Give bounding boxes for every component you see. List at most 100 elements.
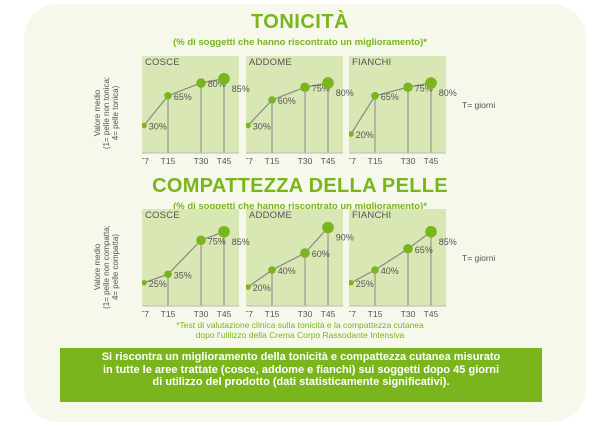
data-point [300,248,310,258]
x-tick-label: T30 [401,156,416,166]
data-label: 85% [232,84,250,94]
data-point [246,284,251,290]
x-tick-label: T15 [161,156,176,166]
data-label: 75% [208,236,226,246]
data-point [268,266,276,274]
chart-title: ADDOME [249,57,292,68]
x-tick-label: T45 [424,156,439,166]
x-tick-label: T30 [194,156,209,166]
data-point [164,91,172,100]
data-point [322,221,334,234]
data-label: 75% [312,83,330,93]
x-tick-label: T45 [217,309,232,319]
data-point [425,77,437,89]
data-point [164,270,172,279]
series-line [350,82,432,135]
data-label: 20% [356,130,374,140]
data-label: 80% [439,88,457,98]
x-tick-label: T30 [401,309,416,319]
tonicity-title: TONICITÀ [250,11,350,33]
chart-title: COSCE [145,210,180,221]
data-point [218,225,230,238]
x-tick-label: T7 [349,309,356,319]
data-point [196,235,206,246]
chart-panel-fianchi: FIANCHI [349,209,446,306]
data-label: 25% [356,279,374,289]
data-label: 85% [232,237,250,247]
line-chart: 20% T7 40% T15 60% T30 90% T45 [246,221,354,319]
chart-panel-cosce: COSCE [142,56,239,153]
compactness-title: COMPATTEZZA DELLA PELLE [152,175,448,197]
data-label: 90% [336,233,354,243]
data-label: 20% [253,283,271,293]
data-label: 65% [174,92,192,102]
chart-panel-cosce: COSCE [142,209,239,306]
time-note-tonicity: T= giorni [462,100,496,110]
x-tick-label: T7 [349,156,356,166]
data-label: 75% [415,83,433,93]
data-label: 65% [381,92,399,102]
data-point [371,91,379,100]
chart-title: ADDOME [249,210,292,221]
data-point [268,96,276,104]
chart-title: COSCE [145,57,180,68]
data-label: 85% [439,237,457,247]
x-tick-label: T15 [265,309,280,319]
series-line [247,227,329,288]
series-line [143,231,225,284]
line-chart: 30% T7 65% T15 80% T30 85% T45 [142,72,250,166]
data-point [349,131,354,137]
data-label: 40% [278,266,296,276]
data-label: 30% [253,122,271,132]
x-tick-label: T45 [217,156,232,166]
data-label: 80% [336,88,354,98]
y-axis-label-compactness: Valore medio (1= pelle non compatta; 4= pe… [93,225,120,309]
data-point [218,72,230,85]
data-point [246,122,251,129]
x-tick-label: T15 [161,309,176,319]
data-point [322,77,334,89]
chart-title: FIANCHI [352,210,392,221]
line-chart: 25% T7 35% T15 75% T30 85% T45 [142,225,250,319]
x-tick-label: T30 [194,309,209,319]
line-chart: 20% T7 65% T15 75% T30 80% T45 [349,77,457,166]
x-tick-label: T45 [321,156,336,166]
series-line [143,78,225,126]
chart-panel-addome: ADDOME [246,56,343,153]
data-label: 80% [208,79,226,89]
x-tick-label: T7 [142,309,149,319]
line-chart: 30% T7 60% T15 75% T30 80% T45 [246,77,354,166]
series-line [247,82,329,126]
data-point [349,279,354,286]
data-point [371,266,379,274]
tonicity-subtitle: (% di soggetti che hanno riscontrato un … [173,37,427,48]
x-tick-label: T7 [142,156,149,166]
data-point [425,225,437,238]
compactness-subtitle: (% di soggetti che hanno riscontrato un … [173,201,427,212]
x-tick-label: T15 [265,156,280,166]
x-tick-label: T30 [298,156,313,166]
line-chart: 25% T7 40% T15 65% T30 85% T45 [349,225,457,319]
data-point [300,82,310,93]
data-label: 40% [381,266,399,276]
data-point [142,279,147,286]
x-tick-label: T7 [246,156,253,166]
chart-title: FIANCHI [352,57,392,68]
data-label: 60% [312,249,330,259]
footnote: *Test di valutazione clinica sulla tonic… [176,320,424,340]
series-line [350,231,432,284]
x-tick-label: T15 [368,309,383,319]
x-tick-label: T15 [368,156,383,166]
x-tick-label: T30 [298,309,313,319]
chart-panel-fianchi: FIANCHI [349,56,446,153]
data-point [142,122,147,129]
x-tick-label: T45 [424,309,439,319]
data-point [403,82,413,93]
x-tick-label: T7 [246,309,253,319]
data-label: 25% [149,279,167,289]
x-tick-label: T45 [321,309,336,319]
y-axis-label-tonicity: Valore medio (1= pelle non tonica; 4= pell… [93,76,120,150]
data-label: 60% [278,96,296,106]
data-point [196,78,206,88]
data-point [403,243,413,254]
